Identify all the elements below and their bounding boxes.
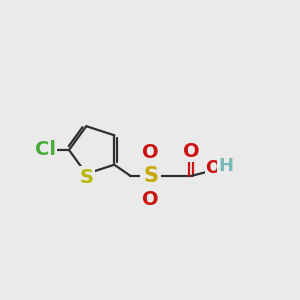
- Text: O: O: [183, 142, 200, 161]
- Text: S: S: [79, 168, 93, 187]
- Text: O: O: [142, 190, 159, 209]
- Text: S: S: [143, 166, 158, 186]
- Text: H: H: [218, 157, 233, 175]
- Text: O: O: [206, 159, 221, 177]
- Text: O: O: [142, 143, 159, 162]
- Text: Cl: Cl: [35, 140, 56, 160]
